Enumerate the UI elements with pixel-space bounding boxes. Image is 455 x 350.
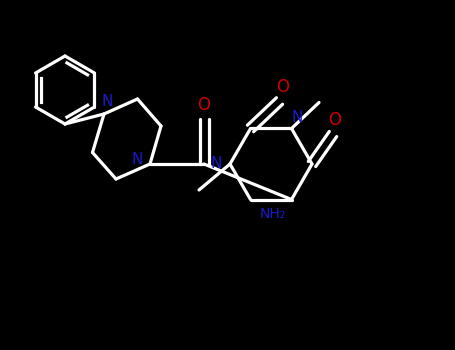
Text: NH₂: NH₂ <box>259 206 285 220</box>
Text: O: O <box>329 111 342 129</box>
Text: O: O <box>276 78 289 96</box>
Text: N: N <box>210 156 222 172</box>
Text: N: N <box>102 94 113 109</box>
Text: N: N <box>292 110 303 125</box>
Text: N: N <box>132 153 143 168</box>
Text: O: O <box>197 97 211 114</box>
